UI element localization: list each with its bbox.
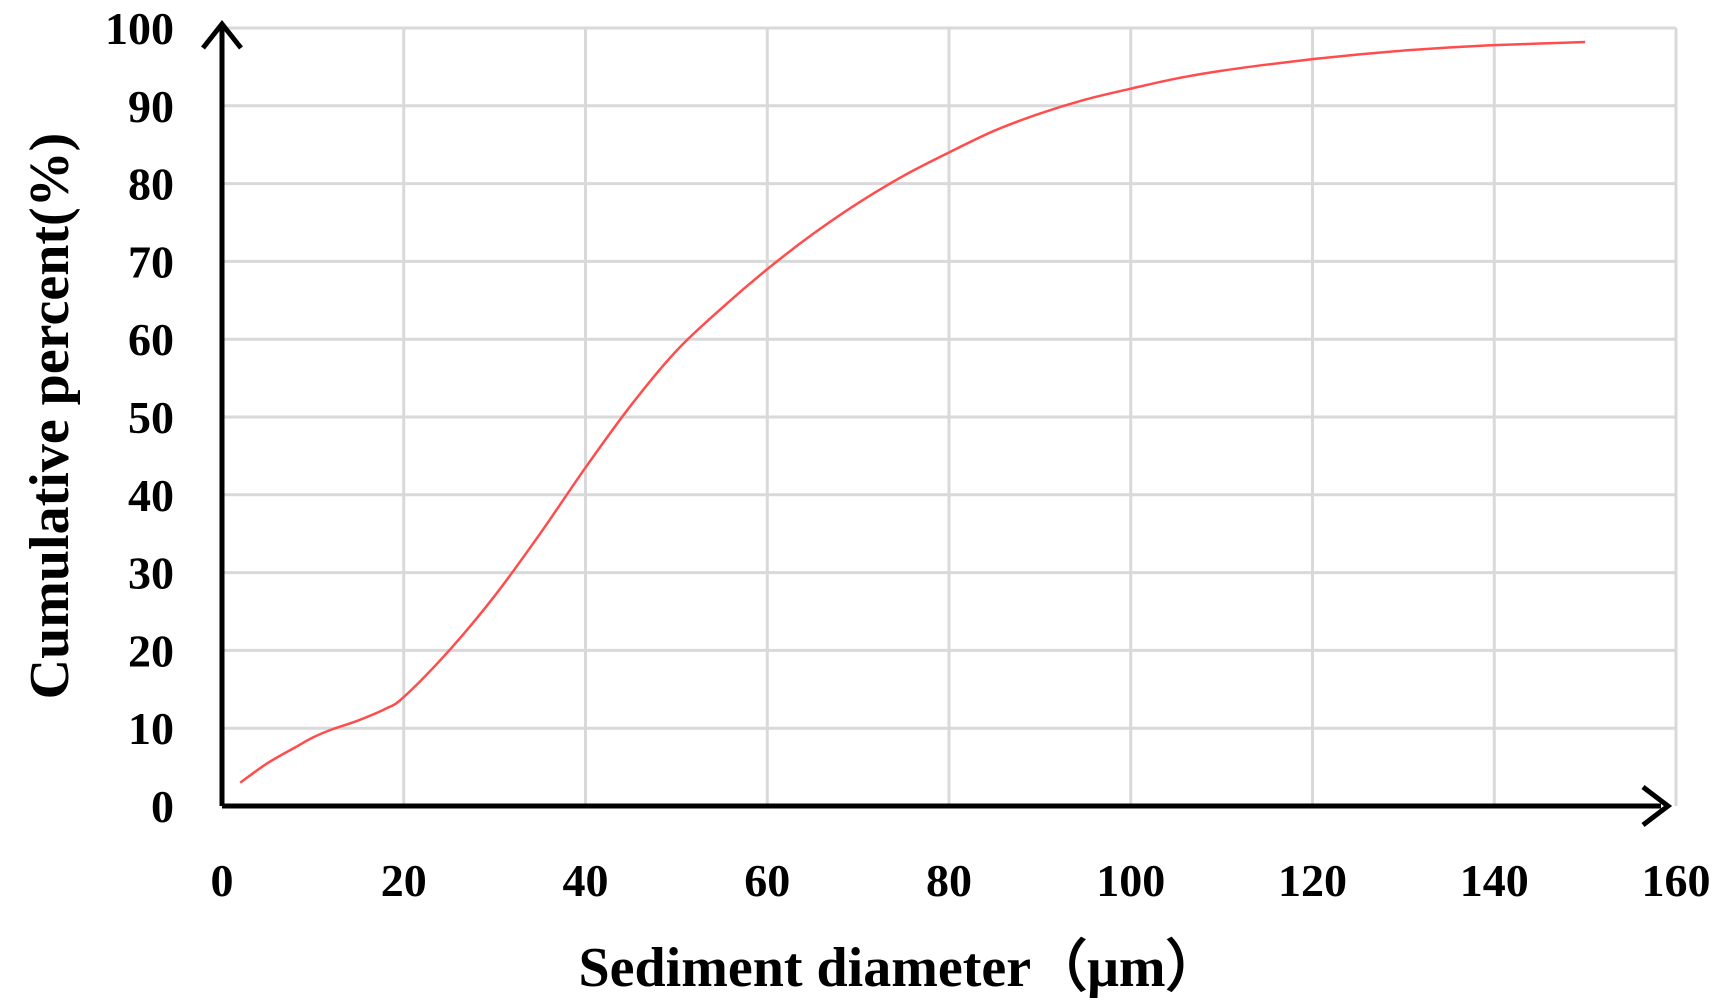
y-tick-label: 20 (128, 625, 174, 676)
y-tick-label: 50 (128, 392, 174, 443)
grid (222, 26, 1678, 806)
x-tick-label: 140 (1460, 855, 1529, 906)
y-tick-label: 30 (128, 548, 174, 599)
x-axis-arrow (1641, 785, 1673, 827)
axes (201, 19, 1673, 827)
y-tick-label: 0 (151, 781, 174, 832)
x-tick-label: 60 (744, 855, 790, 906)
series (239, 40, 1586, 784)
x-tick-labels: 0 20 40 60 80 100 120 140 160 (211, 855, 1711, 906)
x-tick-label: 40 (563, 855, 609, 906)
y-axis-arrow (201, 19, 243, 50)
series-line (239, 40, 1586, 784)
y-tick-label: 40 (128, 470, 174, 521)
y-tick-label: 90 (128, 81, 174, 132)
x-tick-label: 20 (381, 855, 427, 906)
y-tick-label: 100 (105, 3, 174, 54)
y-tick-label: 70 (128, 236, 174, 287)
y-axis-title: Cumulative percent(%) (19, 133, 81, 700)
y-tick-label: 60 (128, 314, 174, 365)
y-tick-labels: 0 10 20 30 40 50 60 70 80 90 100 (105, 3, 174, 832)
y-tick-label: 80 (128, 159, 174, 210)
x-tick-label: 120 (1278, 855, 1347, 906)
y-tick-label: 10 (128, 703, 174, 754)
x-tick-label: 0 (211, 855, 234, 906)
x-tick-label: 100 (1096, 855, 1165, 906)
x-axis-title: Sediment diameter（μm） (579, 936, 1222, 999)
x-tick-label: 160 (1642, 855, 1711, 906)
x-tick-label: 80 (926, 855, 972, 906)
